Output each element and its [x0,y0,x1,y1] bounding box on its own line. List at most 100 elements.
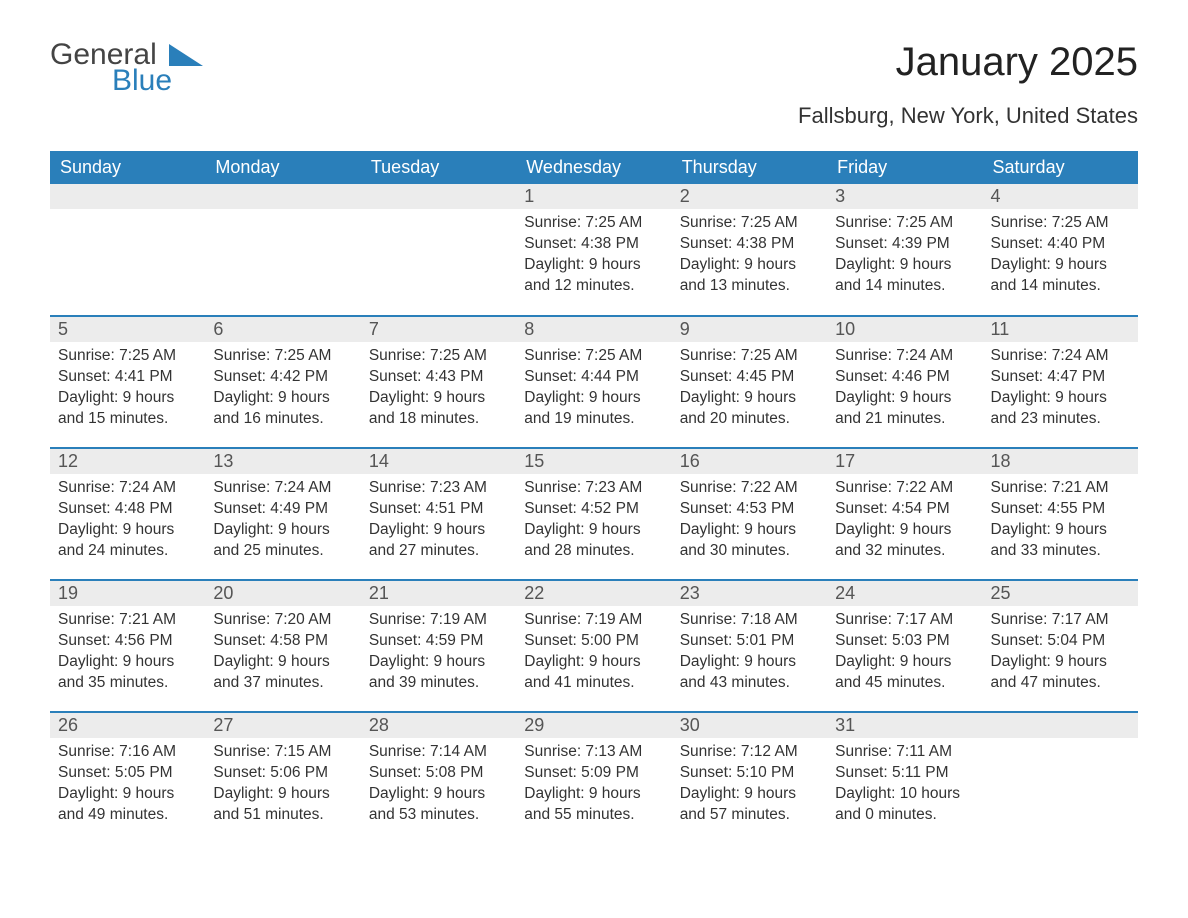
daylight-line: Daylight: 9 hours and 28 minutes. [524,520,663,562]
calendar-cell: 8Sunrise: 7:25 AMSunset: 4:44 PMDaylight… [516,316,671,448]
day-details: Sunrise: 7:12 AMSunset: 5:10 PMDaylight:… [672,738,827,834]
day-number: 17 [827,449,982,474]
day-details: Sunrise: 7:15 AMSunset: 5:06 PMDaylight:… [205,738,360,834]
calendar-cell: 4Sunrise: 7:25 AMSunset: 4:40 PMDaylight… [983,184,1138,316]
sunset-line: Sunset: 4:38 PM [680,234,819,255]
day-number: 26 [50,713,205,738]
sunset-line: Sunset: 4:43 PM [369,367,508,388]
day-header: Monday [205,151,360,184]
sunset-line: Sunset: 4:54 PM [835,499,974,520]
day-number: 9 [672,317,827,342]
daylight-line: Daylight: 9 hours and 39 minutes. [369,652,508,694]
calendar-cell: 23Sunrise: 7:18 AMSunset: 5:01 PMDayligh… [672,580,827,712]
day-details: Sunrise: 7:20 AMSunset: 4:58 PMDaylight:… [205,606,360,702]
sunrise-line: Sunrise: 7:25 AM [213,346,352,367]
day-number: 29 [516,713,671,738]
daylight-line: Daylight: 9 hours and 35 minutes. [58,652,197,694]
day-number: 23 [672,581,827,606]
calendar-cell: 24Sunrise: 7:17 AMSunset: 5:03 PMDayligh… [827,580,982,712]
sunrise-line: Sunrise: 7:17 AM [835,610,974,631]
sunset-line: Sunset: 4:46 PM [835,367,974,388]
calendar-week-row: 5 Sunrise: 7:25 AM Sunset: 4:41 PM Daylight… [50,316,1138,448]
sunset-line: Sunset: 4:41 PM [58,367,197,388]
sunset-line: Sunset: 5:08 PM [369,763,508,784]
calendar-cell: 20Sunrise: 7:20 AMSunset: 4:58 PMDayligh… [205,580,360,712]
calendar-cell: 14Sunrise: 7:23 AMSunset: 4:51 PMDayligh… [361,448,516,580]
day-number: 5 [50,317,205,342]
day-details: Sunrise: 7:19 AMSunset: 5:00 PMDaylight:… [516,606,671,702]
sunset-line: Sunset: 4:48 PM [58,499,197,520]
day-number: 21 [361,581,516,606]
calendar-cell: 21Sunrise: 7:19 AMSunset: 4:59 PMDayligh… [361,580,516,712]
sunrise-line: Sunrise: 7:21 AM [58,610,197,631]
sunrise-line: Sunrise: 7:19 AM [524,610,663,631]
day-details: Sunrise: 7:25 AMSunset: 4:43 PMDaylight:… [361,342,516,438]
calendar-cell [205,184,360,316]
calendar-cell: 28Sunrise: 7:14 AMSunset: 5:08 PMDayligh… [361,712,516,844]
day-details: Sunrise: 7:11 AMSunset: 5:11 PMDaylight:… [827,738,982,834]
daylight-line: Daylight: 9 hours and 47 minutes. [991,652,1130,694]
sunset-line: Sunset: 5:05 PM [58,763,197,784]
day-number: 1 [516,184,671,209]
sunset-line: Sunset: 4:56 PM [58,631,197,652]
sunrise-line: Sunrise: 7:15 AM [213,742,352,763]
sunset-line: Sunset: 4:39 PM [835,234,974,255]
page-title: January 2025 [798,40,1138,85]
calendar-cell: 11Sunrise: 7:24 AMSunset: 4:47 PMDayligh… [983,316,1138,448]
day-details: Sunrise: 7:25 AMSunset: 4:39 PMDaylight:… [827,209,982,305]
day-number: 4 [983,184,1138,209]
day-number [205,184,360,209]
day-number: 12 [50,449,205,474]
sunrise-line: Sunrise: 7:23 AM [524,478,663,499]
daylight-line: Daylight: 9 hours and 19 minutes. [524,388,663,430]
calendar-week-row: 19Sunrise: 7:21 AMSunset: 4:56 PMDayligh… [50,580,1138,712]
calendar-cell: 26Sunrise: 7:16 AMSunset: 5:05 PMDayligh… [50,712,205,844]
daylight-line: Daylight: 9 hours and 41 minutes. [524,652,663,694]
day-details: Sunrise: 7:19 AMSunset: 4:59 PMDaylight:… [361,606,516,702]
calendar-cell: 7Sunrise: 7:25 AMSunset: 4:43 PMDaylight… [361,316,516,448]
sunset-line: Sunset: 4:59 PM [369,631,508,652]
day-header: Tuesday [361,151,516,184]
sunset-line: Sunset: 4:51 PM [369,499,508,520]
day-number [50,184,205,209]
calendar-cell: 3Sunrise: 7:25 AMSunset: 4:39 PMDaylight… [827,184,982,316]
daylight-line: Daylight: 9 hours and 55 minutes. [524,784,663,826]
sunset-line: Sunset: 4:40 PM [991,234,1130,255]
daylight-line: Daylight: 9 hours and 25 minutes. [213,520,352,562]
sunrise-line: Sunrise: 7:25 AM [680,213,819,234]
calendar-cell: 13Sunrise: 7:24 AMSunset: 4:49 PMDayligh… [205,448,360,580]
calendar-table: SundayMondayTuesdayWednesdayThursdayFrid… [50,151,1138,844]
daylight-line: Daylight: 9 hours and 24 minutes. [58,520,197,562]
page-subtitle: Fallsburg, New York, United States [798,103,1138,129]
day-number: 19 [50,581,205,606]
sunrise-line: Sunrise: 7:24 AM [835,346,974,367]
day-details: Sunrise: 7:23 AMSunset: 4:52 PMDaylight:… [516,474,671,570]
day-details: Sunrise: 7:25 AMSunset: 4:38 PMDaylight:… [672,209,827,305]
sunrise-line: Sunrise: 7:19 AM [369,610,508,631]
calendar-cell [983,712,1138,844]
sunrise-line: Sunrise: 7:20 AM [213,610,352,631]
day-details: Sunrise: 7:13 AMSunset: 5:09 PMDaylight:… [516,738,671,834]
daylight-line: Daylight: 9 hours and 32 minutes. [835,520,974,562]
day-header: Saturday [983,151,1138,184]
day-number: 28 [361,713,516,738]
sunset-line: Sunset: 5:04 PM [991,631,1130,652]
sunrise-line: Sunrise: 7:22 AM [680,478,819,499]
calendar-cell: 18Sunrise: 7:21 AMSunset: 4:55 PMDayligh… [983,448,1138,580]
day-number: 7 [361,317,516,342]
day-details: Sunrise: 7:16 AMSunset: 5:05 PMDaylight:… [50,738,205,834]
calendar-cell [50,184,205,316]
daylight-line: Daylight: 9 hours and 23 minutes. [991,388,1130,430]
day-details: Sunrise: 7:21 AMSunset: 4:56 PMDaylight:… [50,606,205,702]
calendar-cell: 9Sunrise: 7:25 AMSunset: 4:45 PMDaylight… [672,316,827,448]
sunrise-line: Sunrise: 7:25 AM [524,346,663,367]
daylight-line: Daylight: 9 hours and 14 minutes. [991,255,1130,297]
calendar-cell: 25Sunrise: 7:17 AMSunset: 5:04 PMDayligh… [983,580,1138,712]
calendar-cell: 22Sunrise: 7:19 AMSunset: 5:00 PMDayligh… [516,580,671,712]
day-details: Sunrise: 7:18 AMSunset: 5:01 PMDaylight:… [672,606,827,702]
day-number: 14 [361,449,516,474]
daylight-line: Daylight: 9 hours and 33 minutes. [991,520,1130,562]
calendar-cell: 6Sunrise: 7:25 AMSunset: 4:42 PMDaylight… [205,316,360,448]
sunrise-line: Sunrise: 7:17 AM [991,610,1130,631]
sunset-line: Sunset: 5:06 PM [213,763,352,784]
